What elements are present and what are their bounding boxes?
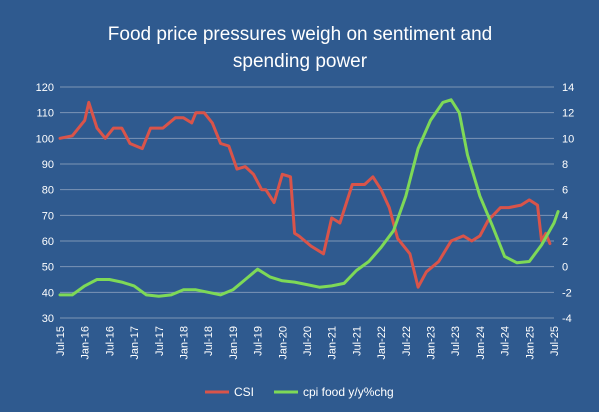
x-axis-tick-label: Jul-22	[401, 326, 413, 356]
x-axis-tick-label: Jan-22	[376, 326, 388, 360]
x-axis-tick-label: Jul-15	[55, 326, 67, 356]
x-axis-tick-label: Jul-18	[203, 326, 215, 356]
x-axis-tick-label: Jul-16	[104, 326, 116, 356]
x-axis-tick-label: Jan-25	[524, 326, 536, 360]
legend: CSI cpi food y/y%chg	[205, 385, 394, 399]
right-axis-tick-label: 2	[562, 236, 568, 248]
right-axis-tick-label: 10	[562, 133, 574, 145]
right-axis-ticks: -4 -2 0 2 4 6 8 10 12 14	[562, 82, 574, 325]
chart-title-line-1: Food price pressures weigh on sentiment …	[108, 24, 492, 45]
left-axis-tick-label: 60	[42, 236, 54, 248]
x-axis-tick-label: Jul-17	[154, 326, 166, 356]
right-axis-tick-label: 0	[562, 262, 568, 274]
right-axis-tick-label: -2	[562, 287, 572, 299]
legend-label-cpi-food: cpi food y/y%chg	[303, 385, 394, 399]
x-axis-tick-label: Jan-16	[80, 326, 92, 360]
x-axis-tick-label: Jan-17	[129, 326, 141, 360]
x-axis-tick-label: Jul-21	[351, 326, 363, 356]
x-axis-tick-label: Jan-23	[426, 326, 438, 360]
left-axis-ticks: 30 40 50 60 70 80 90 100 110 120	[36, 82, 54, 325]
right-axis-tick-label: 8	[562, 159, 568, 171]
x-axis-tick-label: Jul-24	[500, 326, 512, 356]
left-axis-tick-label: 50	[42, 262, 54, 274]
left-axis-tick-label: 80	[42, 185, 54, 197]
legend-label-csi: CSI	[234, 385, 254, 399]
chart-title-line-2: spending power	[233, 51, 368, 72]
x-axis-tick-label: Jul-20	[302, 326, 314, 356]
x-axis-tick-label: Jan-20	[277, 326, 289, 360]
x-axis-tick-label: Jul-23	[450, 326, 462, 356]
x-axis-tick-label: Jan-21	[327, 326, 339, 360]
left-axis-tick-label: 30	[42, 313, 54, 325]
left-axis-tick-label: 40	[42, 287, 54, 299]
right-axis-tick-label: 4	[562, 210, 568, 222]
left-axis-tick-label: 110	[36, 108, 54, 120]
right-axis-tick-label: 6	[562, 185, 568, 197]
x-axis-tick-label: Jul-19	[253, 326, 265, 356]
right-axis-tick-label: -4	[562, 313, 572, 325]
series-lines	[58, 98, 560, 298]
x-axis-tick-label: Jan-19	[228, 326, 240, 360]
series-line-csi	[58, 100, 552, 289]
x-axis-tick-label: Jan-24	[475, 326, 487, 360]
series-line-cpi-food	[58, 98, 560, 298]
left-axis-tick-label: 100	[36, 133, 54, 145]
x-axis-ticks: Jul-15 Jan-16 Jul-16 Jan-17 Jul-17 Jan-18 Jul-…	[55, 326, 561, 360]
left-axis-tick-label: 120	[36, 82, 54, 94]
right-axis-tick-label: 12	[562, 108, 574, 120]
x-axis-tick-label: Jan-18	[179, 326, 191, 360]
right-axis-tick-label: 14	[562, 82, 574, 94]
left-axis-tick-label: 90	[42, 159, 54, 171]
left-axis-tick-label: 70	[42, 210, 54, 222]
x-axis-tick-label: Jul-25	[549, 326, 561, 356]
